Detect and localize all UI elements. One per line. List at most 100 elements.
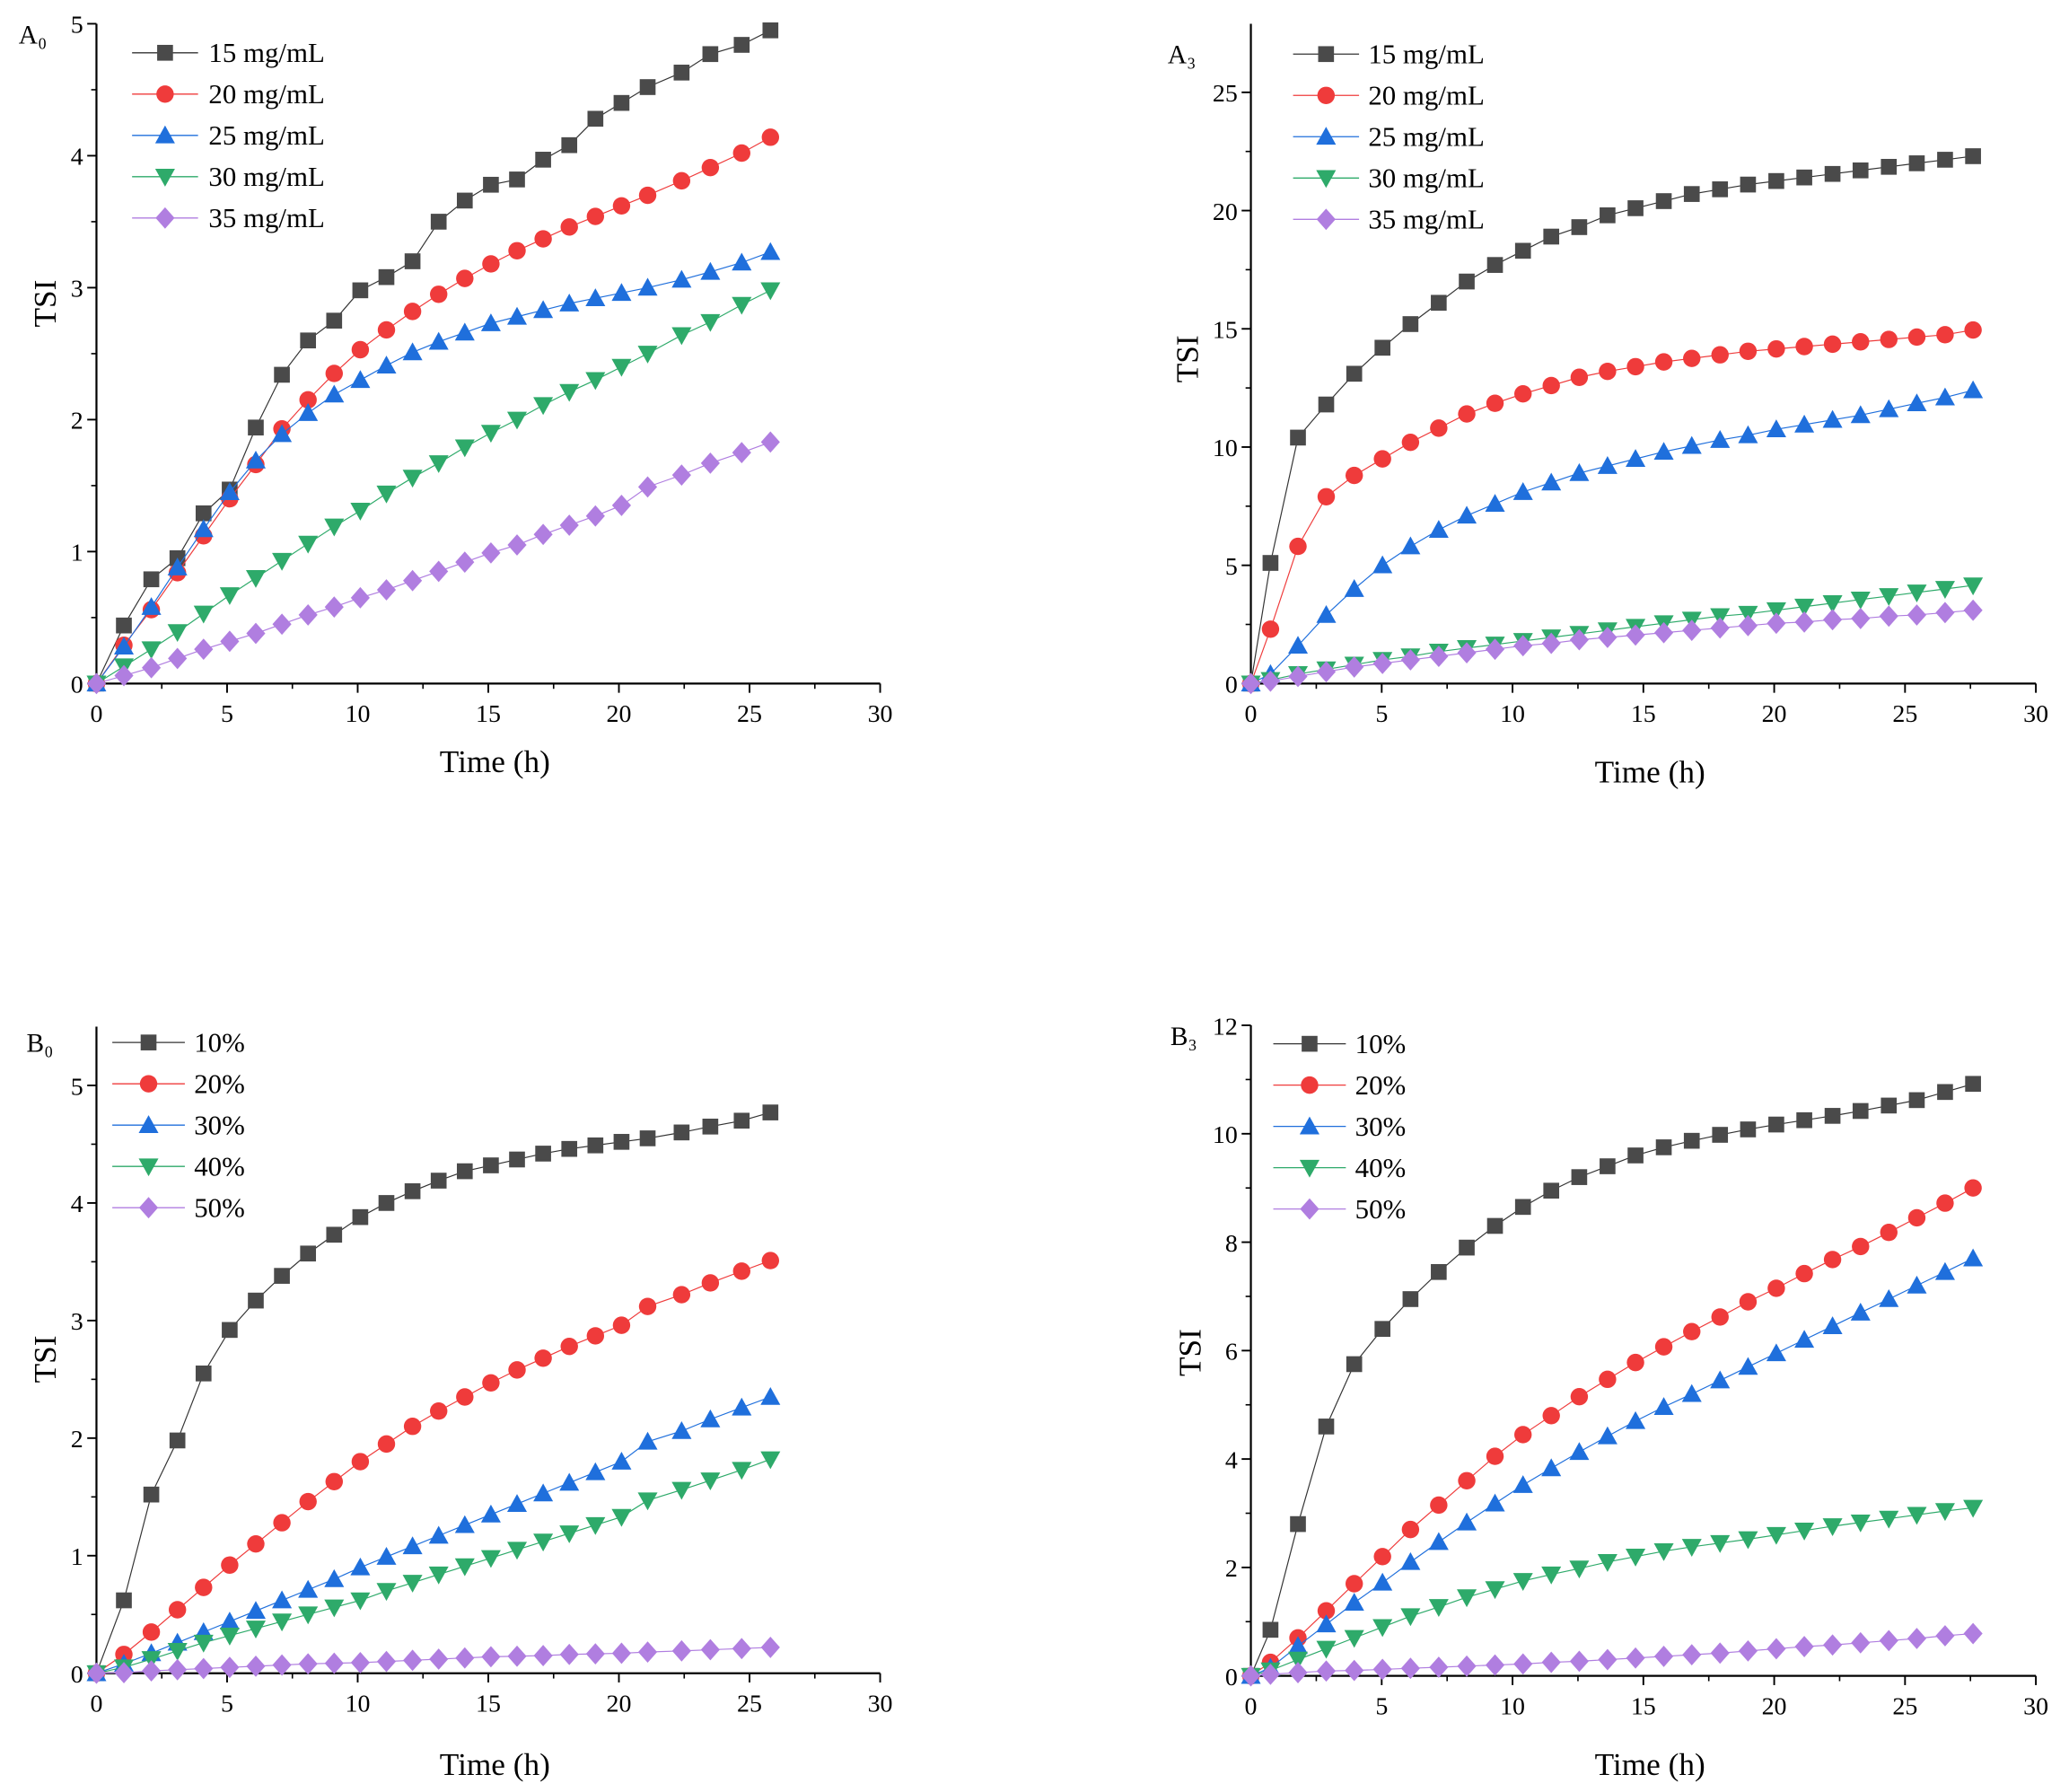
data-point [1794, 1330, 1815, 1348]
data-point [403, 1649, 423, 1672]
data-point [1879, 1288, 1899, 1307]
data-point [351, 340, 370, 359]
data-point [1457, 1512, 1477, 1531]
x-tick-label: 25 [1892, 1692, 1917, 1720]
x-tick-label: 0 [1245, 700, 1258, 728]
data-point [700, 1472, 721, 1490]
data-point [1372, 555, 1393, 574]
data-point [376, 1583, 397, 1602]
legend-marker [1299, 1116, 1319, 1135]
data-point [1512, 1573, 1533, 1592]
data-point [559, 514, 579, 536]
data-point [1459, 1239, 1475, 1256]
legend-label: 10% [1355, 1029, 1407, 1059]
data-point [1653, 442, 1674, 461]
y-tick-label: 4 [1225, 1446, 1238, 1474]
data-point [1739, 342, 1758, 360]
data-point [454, 1558, 475, 1577]
x-tick-label: 15 [1631, 1692, 1656, 1720]
data-point [1852, 1237, 1870, 1256]
data-point [1571, 1169, 1588, 1185]
data-point [672, 171, 691, 190]
y-tick-label: 3 [71, 276, 83, 303]
x-tick-label: 20 [607, 700, 632, 728]
data-point [1822, 1316, 1843, 1334]
x-axis-label: Time (h) [440, 744, 550, 779]
data-point [116, 617, 132, 634]
data-point [114, 1662, 134, 1683]
data-point [762, 22, 779, 39]
data-point [1907, 1628, 1927, 1649]
data-point [377, 1435, 396, 1454]
data-point [1344, 578, 1364, 597]
data-point [1346, 1356, 1363, 1373]
data-point [326, 1226, 343, 1243]
data-point [1428, 520, 1449, 538]
legend-label: 15 mg/mL [208, 38, 324, 68]
data-point [561, 1140, 578, 1157]
data-point [402, 342, 423, 361]
data-point [1430, 1496, 1448, 1515]
data-point [480, 313, 501, 331]
data-point [533, 1533, 554, 1552]
legend-marker [138, 1115, 159, 1133]
legend-marker [1299, 1159, 1319, 1178]
y-tick-label: 0 [71, 672, 83, 699]
data-point [1485, 494, 1505, 512]
legend-marker [1317, 86, 1336, 104]
data-point [1287, 636, 1309, 654]
legend-marker [140, 1034, 157, 1050]
x-tick-label: 25 [737, 1690, 762, 1717]
x-tick-label: 5 [221, 700, 233, 728]
data-point [402, 1575, 423, 1593]
data-point [1626, 624, 1645, 646]
data-point [272, 1613, 293, 1632]
data-point [1822, 409, 1843, 428]
panel-label: B₀ [27, 1029, 54, 1058]
data-point [220, 630, 240, 653]
data-point [1879, 1510, 1899, 1529]
data-point [483, 176, 499, 193]
y-tick-label: 3 [71, 1308, 83, 1336]
data-point [732, 252, 752, 271]
data-point [1822, 1634, 1843, 1656]
data-point [1597, 1554, 1618, 1572]
data-point [1683, 349, 1701, 367]
data-point [167, 557, 188, 575]
data-point [1653, 1397, 1674, 1415]
data-point [430, 1173, 447, 1189]
series-10- [88, 1104, 779, 1682]
data-point [672, 1286, 691, 1304]
data-point [701, 1274, 720, 1292]
data-point [586, 207, 605, 225]
data-point [221, 1556, 239, 1574]
y-axis-label: TSI [28, 280, 63, 328]
series-35-mg-mL [86, 431, 780, 695]
data-point [700, 1638, 720, 1661]
data-point [671, 327, 692, 346]
data-point [1600, 1158, 1616, 1174]
series-line [95, 30, 771, 684]
data-point [1400, 1608, 1421, 1627]
data-point [585, 505, 605, 527]
data-point [1881, 1097, 1898, 1114]
data-point [1569, 1560, 1590, 1579]
data-point [350, 1592, 371, 1611]
data-point [639, 1130, 656, 1146]
data-point [167, 624, 188, 643]
data-point [1880, 1224, 1898, 1242]
data-point [1710, 1370, 1731, 1389]
data-point [702, 1118, 719, 1135]
data-point [1571, 219, 1588, 235]
x-tick-label: 0 [1245, 1692, 1258, 1720]
data-point [1794, 414, 1815, 433]
data-point [1542, 1407, 1560, 1425]
y-tick-label: 4 [71, 144, 83, 171]
data-point [1290, 1515, 1306, 1533]
data-point [299, 1492, 317, 1511]
data-point [611, 1642, 632, 1665]
data-point [1512, 1475, 1533, 1493]
data-point [1345, 466, 1363, 485]
data-point [1738, 614, 1758, 637]
data-point [1766, 419, 1786, 438]
